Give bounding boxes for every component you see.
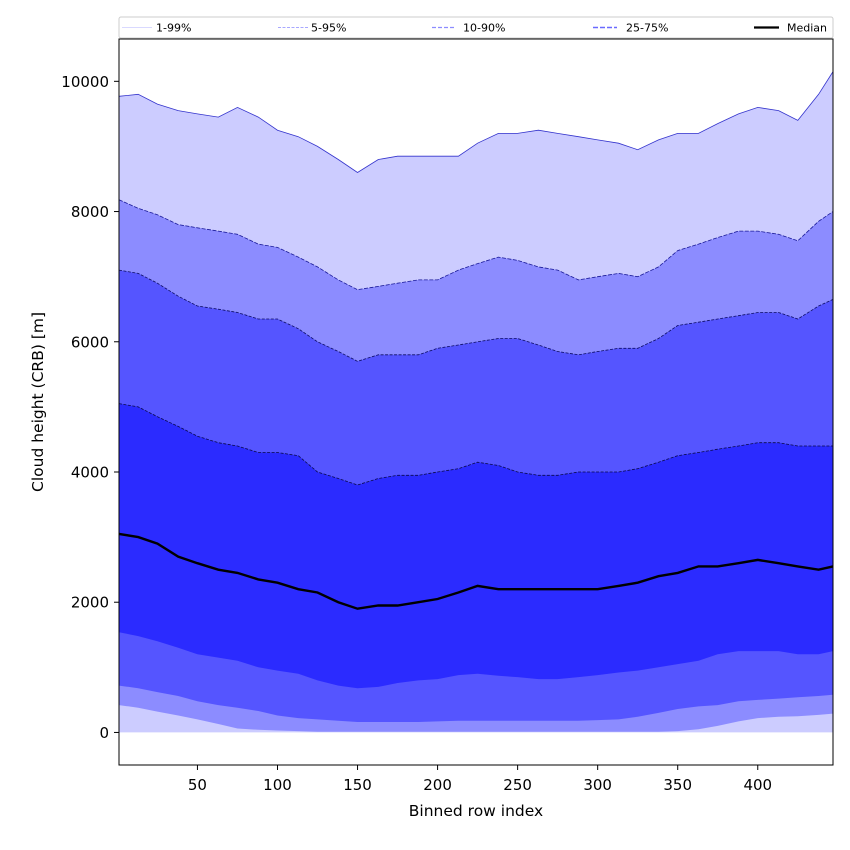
band-25-75pct	[119, 403, 833, 689]
y-tick-label: 2000	[71, 594, 109, 612]
y-tick-label: 4000	[71, 463, 109, 481]
plot-band-edges	[118, 71, 834, 486]
x-tick-label: 400	[743, 776, 772, 794]
x-axis-ticks: 50 100 150 200 250 300 350 400	[188, 765, 772, 794]
y-tick-label: 10000	[61, 73, 109, 91]
median-line	[118, 532, 834, 610]
legend-label: 25-75%	[626, 22, 668, 35]
plot-area-frame	[118, 38, 834, 766]
band-upper-edge-1-99pct	[118, 71, 834, 173]
y-tick-label: 0	[99, 724, 109, 742]
plot-bands	[119, 71, 833, 733]
y-axis-label: Cloud height (CRB) [m]	[29, 312, 47, 492]
legend-label: 5-95%	[311, 22, 346, 35]
band-upper-edge-10-90pct	[118, 269, 834, 362]
x-tick-label: 200	[423, 776, 452, 794]
x-tick-label: 250	[503, 776, 532, 794]
x-tick-label: 50	[188, 776, 207, 794]
legend-label: Median	[787, 22, 827, 35]
band-upper-edge-5-95pct	[118, 199, 834, 291]
x-axis-label: Binned row index	[409, 802, 543, 820]
legend-label: 1-99%	[156, 22, 191, 35]
legend-box	[118, 16, 834, 39]
x-tick-label: 100	[263, 776, 292, 794]
legend: 1-99% 5-95% 10-90% 25-75% Median	[118, 16, 834, 39]
y-tick-label: 8000	[71, 203, 109, 221]
legend-label: 10-90%	[463, 22, 505, 35]
band-upper-edge-25-75pct	[118, 403, 833, 486]
x-tick-label: 150	[343, 776, 372, 794]
x-tick-label: 300	[583, 776, 612, 794]
y-axis-ticks: 0 2000 4000 6000 8000 10000	[61, 73, 119, 742]
x-tick-label: 350	[663, 776, 692, 794]
y-tick-label: 6000	[71, 333, 109, 351]
